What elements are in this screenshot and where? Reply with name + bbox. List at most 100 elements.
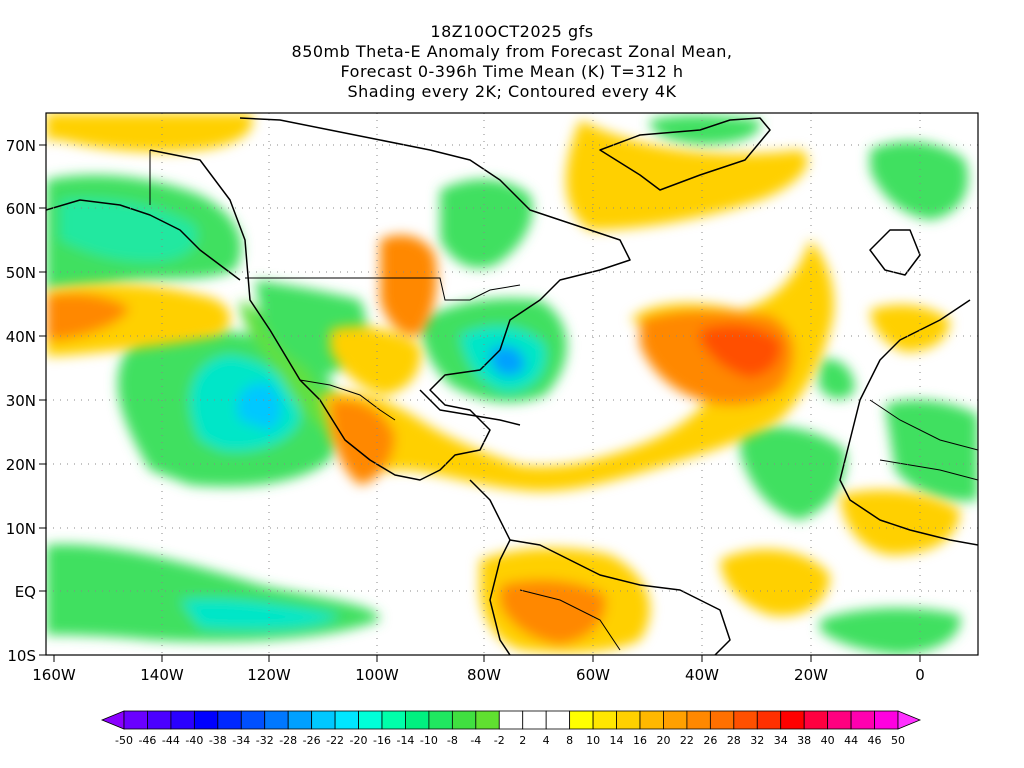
- colorbar-box: [381, 710, 406, 730]
- colorbar-box: [616, 710, 641, 730]
- colorbar-boxes: [100, 710, 922, 730]
- lon-tick-label: 100W: [355, 666, 399, 684]
- colorbar-box: [217, 710, 242, 730]
- colorbar-label: -38: [209, 734, 227, 747]
- colorbar-box: [850, 710, 875, 730]
- colorbar-label: 44: [844, 734, 858, 747]
- title-line-2: 850mb Theta-E Anomaly from Forecast Zona…: [291, 42, 733, 61]
- lat-tick-label: 10N: [6, 520, 36, 538]
- colorbar-label: 14: [610, 734, 624, 747]
- colorbar-box: [639, 710, 664, 730]
- colorbar-box: [147, 710, 172, 730]
- lon-tick-label: 0: [915, 666, 925, 684]
- colorbar-label: 40: [821, 734, 835, 747]
- lat-tick-label: 70N: [6, 137, 36, 155]
- borders: [149, 150, 978, 651]
- colorbar-labels: -50 -46 -44 -40 -38 -34 -32 -28 -26 -22 -20 -16 -14-…: [115, 734, 905, 747]
- colorbar-label: 34: [774, 734, 788, 747]
- colorbar-label: 10: [586, 734, 600, 747]
- shading-layer: [46, 113, 978, 655]
- colorbar-label: -26: [303, 734, 321, 747]
- colorbar-label: 26: [703, 734, 717, 747]
- colorbar-box: [709, 710, 735, 730]
- colorbar-box: [803, 710, 829, 730]
- coastlines: [46, 117, 978, 655]
- colorbar-box: [193, 710, 219, 730]
- lon-tick-label: 20W: [794, 666, 828, 684]
- lat-tick-label: 50N: [6, 264, 36, 282]
- colorbar-box: [475, 710, 500, 730]
- colorbar-label: 28: [727, 734, 741, 747]
- colorbar-box: [264, 710, 289, 730]
- map-frame: [45, 112, 979, 656]
- colorbar-box: [287, 710, 313, 730]
- colorbar-box: [827, 710, 852, 730]
- colorbar-arrow-high: [897, 710, 922, 730]
- colorbar-box: [522, 710, 547, 730]
- colorbar-box: [686, 710, 711, 730]
- colorbar-label: -32: [256, 734, 274, 747]
- title-line-3: Forecast 0-396h Time Mean (K) T=312 h: [340, 62, 684, 81]
- colorbar-box: [170, 710, 195, 730]
- colorbar-label: 8: [566, 734, 573, 747]
- colorbar-label: -8: [447, 734, 458, 747]
- lon-tick-label: 40W: [685, 666, 719, 684]
- lon-tick-label: 140W: [140, 666, 184, 684]
- colorbar-label: -14: [396, 734, 414, 747]
- lat-tick-label: 60N: [6, 200, 36, 218]
- colorbar-box: [240, 710, 266, 730]
- colorbar-label: -10: [420, 734, 438, 747]
- lat-tick-label: 10S: [7, 647, 36, 665]
- lon-labels: 160W 140W 120W 100W 80W 60W 40W 20W 0: [32, 666, 925, 684]
- anomaly-map: 160W 140W 120W 100W 80W 60W 40W 20W 0 10…: [6, 112, 979, 684]
- colorbar-label: 2: [519, 734, 526, 747]
- colorbar-box: [428, 710, 453, 730]
- colorbar-label: -28: [279, 734, 297, 747]
- colorbar-label: -46: [138, 734, 156, 747]
- positive-anomaly-shading: [46, 113, 960, 653]
- colorbar-label: 20: [656, 734, 670, 747]
- colorbar-label: -16: [373, 734, 391, 747]
- colorbar-box: [780, 710, 805, 730]
- colorbar-box: [123, 710, 148, 730]
- colorbar-label: -34: [232, 734, 250, 747]
- lon-tick-label: 60W: [576, 666, 610, 684]
- colorbar-box: [405, 710, 430, 730]
- lon-tick-label: 80W: [467, 666, 501, 684]
- colorbar-box: [874, 710, 899, 730]
- colorbar-box: [569, 710, 594, 730]
- title-line-1: 18Z10OCT2025 gfs: [430, 22, 594, 41]
- colorbar-box: [498, 710, 524, 730]
- colorbar-box: [451, 710, 477, 730]
- colorbar-box: [756, 710, 782, 730]
- colorbar-label: 32: [750, 734, 764, 747]
- colorbar-arrow-low: [100, 710, 125, 730]
- axis-ticks: [39, 144, 921, 662]
- colorbar-box: [733, 710, 758, 730]
- colorbar-label: -4: [470, 734, 481, 747]
- lat-tick-label: 20N: [6, 456, 36, 474]
- colorbar-label: -44: [162, 734, 180, 747]
- colorbar-label: 22: [680, 734, 694, 747]
- colorbar-label: 4: [543, 734, 550, 747]
- negative-anomaly-shading: [46, 114, 978, 655]
- colorbar-label: 50: [891, 734, 905, 747]
- colorbar-label: 38: [797, 734, 811, 747]
- colorbar-box: [545, 710, 571, 730]
- colorbar-box: [592, 710, 617, 730]
- colorbar-box: [334, 710, 359, 730]
- lon-tick-label: 160W: [32, 666, 76, 684]
- lat-tick-label: EQ: [15, 583, 36, 601]
- colorbar-label: -2: [494, 734, 505, 747]
- colorbar-box: [663, 710, 688, 730]
- colorbar-label: -22: [326, 734, 344, 747]
- colorbar-label: 46: [868, 734, 882, 747]
- lat-tick-label: 30N: [6, 392, 36, 410]
- colorbar-label: 16: [633, 734, 647, 747]
- colorbar-box: [358, 710, 383, 730]
- colorbar-label: -40: [185, 734, 203, 747]
- lat-labels: 10S EQ 10N 20N 30N 40N 50N 60N 70N: [6, 137, 36, 665]
- title-line-4: Shading every 2K; Contoured every 4K: [347, 82, 677, 101]
- figure-title: 18Z10OCT2025 gfs 850mb Theta-E Anomaly f…: [0, 22, 1024, 102]
- colorbar-label: -20: [350, 734, 368, 747]
